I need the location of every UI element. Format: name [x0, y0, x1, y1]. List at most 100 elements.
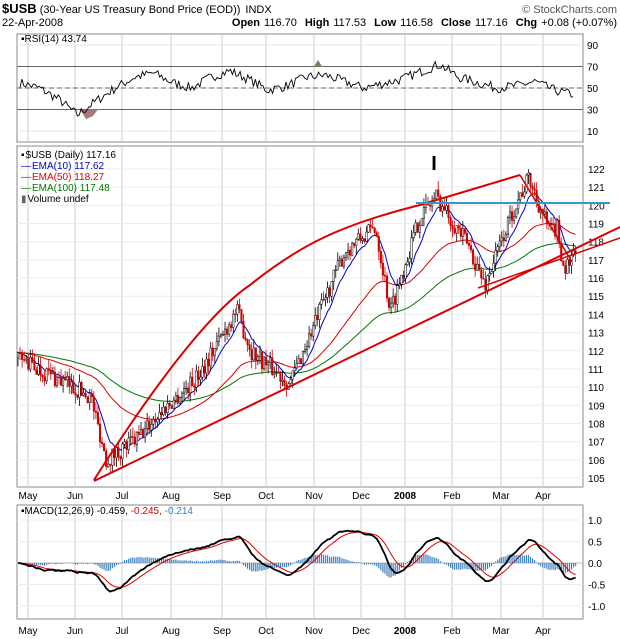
exchange: INDX — [245, 4, 272, 16]
month-tick-label: Apr — [535, 491, 551, 502]
price-candle — [474, 263, 477, 271]
price-candle — [316, 315, 319, 321]
ohlc-value: 117.16 — [475, 17, 508, 29]
price-candle — [256, 356, 259, 361]
price-candle — [160, 412, 163, 416]
price-candle — [41, 374, 44, 378]
chart-title: $USB (30-Year US Treasury Bond Price (EOD… — [2, 1, 272, 16]
price-candle — [133, 436, 136, 445]
price-candle — [35, 369, 38, 375]
price-legend-entry: —EMA(50) 118.27 — [21, 172, 105, 183]
price-candle — [203, 366, 206, 374]
price-candle — [445, 205, 448, 211]
legend-text: EMA(100) 117.48 — [32, 183, 110, 194]
price-candle — [152, 419, 155, 425]
price-candle — [529, 172, 532, 187]
price-candle — [176, 395, 179, 404]
price-candle — [306, 346, 309, 350]
price-candle — [381, 262, 384, 276]
rsi-label: ▪RSI(14) 43.74 — [21, 34, 87, 45]
price-candle — [158, 412, 161, 420]
price-tick-label: 112 — [588, 347, 604, 358]
price-tick-label: 122 — [588, 165, 605, 176]
legend-text: Volume undef — [28, 194, 89, 205]
price-candle — [226, 328, 229, 335]
price-candle — [252, 347, 255, 361]
price-candle — [340, 258, 343, 267]
month-tick-label: Dec — [352, 491, 370, 502]
price-candle — [459, 228, 462, 237]
legend-swatch: ▮ — [21, 194, 27, 205]
price-candle — [236, 304, 239, 315]
price-candle — [543, 211, 546, 215]
price-candle — [517, 199, 520, 210]
price-candle — [414, 222, 417, 233]
price-candle — [187, 387, 190, 394]
price-candle — [80, 382, 83, 396]
price-candle — [115, 447, 118, 458]
price-candle — [504, 234, 507, 241]
price-candle — [527, 172, 530, 176]
annotation-marker: I — [431, 153, 437, 175]
price-legend-entry: —EMA(10) 117.62 — [21, 161, 105, 172]
price-tick-label: 106 — [588, 456, 605, 467]
price-candle — [183, 388, 186, 394]
price-candle — [129, 436, 132, 439]
price-candle — [238, 304, 241, 310]
macd-label: ▪MACD(12,26,9) -0.459, -0.245, -0.214 — [21, 506, 193, 517]
price-candle — [478, 263, 481, 271]
price-candle — [486, 275, 489, 291]
rsi-tick-label: 30 — [587, 106, 599, 117]
price-candle — [150, 424, 153, 431]
price-candle — [385, 275, 389, 299]
price-candle — [29, 356, 32, 370]
price-candle — [248, 344, 251, 350]
month-tick-label: Oct — [258, 491, 274, 502]
price-candle — [74, 392, 77, 396]
price-candle — [373, 227, 376, 233]
macd-value: -0.459, — [97, 506, 131, 517]
price-candle — [453, 228, 456, 234]
price-candle — [297, 358, 300, 364]
price-candle — [60, 377, 63, 386]
price-candle — [420, 218, 423, 226]
price-candle — [443, 206, 446, 211]
month-tick-label: Jun — [67, 491, 83, 502]
price-candle — [273, 372, 276, 375]
price-candle — [480, 269, 483, 279]
price-candle — [437, 189, 440, 197]
price-candle — [123, 441, 126, 445]
month-tick-label: May — [19, 626, 38, 637]
price-candle — [31, 356, 34, 363]
price-candle — [43, 376, 46, 382]
legend-text: EMA(10) 117.62 — [32, 161, 105, 172]
rsi-oversold-fill — [80, 109, 98, 120]
price-candle — [322, 299, 325, 301]
price-candle — [55, 376, 59, 386]
price-candle — [164, 406, 167, 414]
price-candle — [402, 274, 405, 279]
price-candle — [521, 192, 524, 197]
price-candle — [258, 351, 261, 357]
price-candle — [57, 376, 61, 379]
ohlc-value: 117.53 — [333, 17, 366, 29]
price-candle — [470, 245, 473, 251]
price-candle — [330, 281, 333, 297]
price-candle — [260, 351, 263, 369]
price-candle — [213, 348, 216, 357]
price-candle — [98, 423, 102, 443]
macd-tick-label: -1.0 — [588, 602, 606, 613]
price-candle — [72, 381, 75, 393]
price-candle — [314, 315, 317, 326]
price-candle — [191, 376, 194, 387]
price-candle — [217, 335, 220, 342]
month-tick-label: Sep — [213, 491, 231, 502]
price-candle — [447, 205, 450, 219]
price-candle — [117, 447, 120, 458]
price-candle — [144, 428, 147, 438]
price-candle — [246, 339, 249, 345]
price-candle — [535, 190, 538, 202]
price-candle — [21, 353, 24, 360]
price-candle — [148, 420, 151, 431]
price-legend-entry: ▮Volume undef — [21, 194, 89, 205]
